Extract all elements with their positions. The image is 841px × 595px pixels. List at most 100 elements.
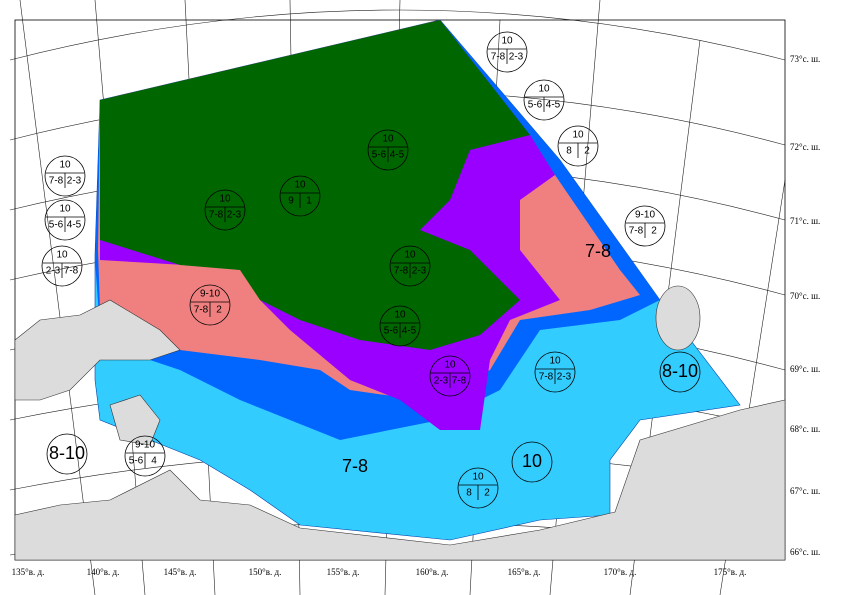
- egg-circle: [624, 205, 666, 247]
- latitude-label: 67°с. ш.: [790, 486, 820, 496]
- egg-total: 10: [219, 194, 231, 205]
- egg-circle: [204, 189, 246, 231]
- region-circle: [46, 433, 88, 475]
- egg-code: 10 7-8 2-3: [486, 31, 528, 73]
- egg-right: 1: [306, 196, 312, 207]
- egg-code: 109 1: [279, 175, 321, 217]
- egg-total: 10: [59, 160, 71, 171]
- egg-left: 9: [288, 196, 294, 207]
- egg-left: 7-8: [539, 372, 554, 383]
- region-label: 10: [522, 451, 542, 471]
- egg-circle: [189, 284, 231, 326]
- egg-total: 10: [538, 84, 550, 95]
- egg-code: 10 2-3 7-8: [429, 355, 471, 397]
- egg-right: 2: [584, 146, 590, 157]
- egg-circle: [367, 129, 409, 171]
- egg-code: 10 5-6 4-5: [523, 79, 565, 121]
- ice-zones: [94, 19, 741, 541]
- egg-total: 10: [444, 360, 456, 371]
- egg-total: 9-10: [135, 440, 155, 451]
- region-labels: 7-8 8-10 8-10 7-8 10: [46, 241, 701, 483]
- longitude-label: 145°в. д.: [164, 567, 197, 577]
- egg-left: 7-8: [209, 210, 224, 221]
- region-circle: [511, 441, 553, 483]
- latitude-labels: 73°с. ш. 72°с. ш. 71°с. ш. 70°с. ш. 69°с. ш.…: [790, 54, 820, 557]
- egg-total: 10: [501, 36, 513, 47]
- egg-circle: [389, 245, 431, 287]
- region-circle: [659, 351, 701, 393]
- egg-right: 7-8: [452, 376, 467, 387]
- egg-left: 5-6: [372, 150, 387, 161]
- egg-code: 10 5-6 4-5: [379, 305, 421, 347]
- longitude-label: 160°в. д.: [416, 567, 449, 577]
- egg-total: 10: [382, 134, 394, 145]
- egg-circle: [534, 351, 576, 393]
- egg-circle: [523, 79, 565, 121]
- egg-left: 5-6: [384, 326, 399, 337]
- egg-code: 10 7-8 2-3: [389, 245, 431, 287]
- longitude-label: 165°в. д.: [508, 567, 541, 577]
- egg-right: 4-5: [390, 150, 405, 161]
- latitude-label: 71°с. ш.: [790, 216, 820, 226]
- egg-code: 10 5-6 4-5: [367, 129, 409, 171]
- egg-right: 4-5: [67, 220, 82, 231]
- egg-left: 7-8: [629, 226, 644, 237]
- egg-right: 2-3: [509, 52, 524, 63]
- land: [14, 285, 786, 561]
- longitude-label: 140°в. д.: [87, 567, 120, 577]
- longitude-label: 150°в. д.: [249, 567, 282, 577]
- egg-code: 10 5-6 4-5: [44, 199, 86, 241]
- region-label: 8-10: [49, 443, 85, 463]
- egg-circle: [379, 305, 421, 347]
- egg-left: 2-3: [434, 376, 449, 387]
- egg-code: 10 7-8 2-3: [204, 189, 246, 231]
- egg-total: 10: [572, 130, 584, 141]
- egg-circle: [457, 467, 499, 509]
- egg-total: 10: [549, 356, 561, 367]
- egg-right: 2-3: [412, 266, 427, 277]
- egg-total: 10: [472, 472, 484, 483]
- egg-circle: [44, 199, 86, 241]
- egg-left: 5-6: [129, 456, 144, 467]
- egg-circle: [124, 435, 166, 477]
- region-label: 7-8: [585, 241, 611, 261]
- egg-circle: [486, 31, 528, 73]
- egg-right: 2-3: [67, 176, 82, 187]
- egg-left: 8: [566, 146, 572, 157]
- egg-right: 4: [151, 456, 157, 467]
- latitude-label: 66°с. ш.: [790, 547, 820, 557]
- egg-code: 9-10 7-8 2: [189, 284, 231, 326]
- egg-circle: [41, 245, 83, 287]
- egg-right: 7-8: [64, 266, 79, 277]
- egg-left: 5-6: [49, 220, 64, 231]
- zone-green: [100, 20, 530, 350]
- egg-right: 2: [484, 488, 490, 499]
- egg-code: 10 7-8 2-3: [44, 155, 86, 197]
- egg-total: 10: [404, 250, 416, 261]
- egg-total: 10: [294, 180, 306, 191]
- latitude-label: 72°с. ш.: [790, 142, 820, 152]
- egg-circle: [557, 125, 599, 167]
- latitude-label: 73°с. ш.: [790, 54, 820, 64]
- latitude-label: 69°с. ш.: [790, 364, 820, 374]
- egg-code: 9-10 5-6 4: [124, 435, 166, 477]
- egg-right: 2-3: [557, 372, 572, 383]
- egg-circle: [44, 155, 86, 197]
- egg-circle: [429, 355, 471, 397]
- egg-right: 2-3: [227, 210, 242, 221]
- egg-code: 10 2-3 7-8: [41, 245, 83, 287]
- egg-total: 10: [56, 250, 68, 261]
- egg-left: 7-8: [491, 52, 506, 63]
- egg-code: 9-10 7-8 2: [624, 205, 666, 247]
- latitude-label: 70°с. ш.: [790, 291, 820, 301]
- egg-code: 108 2: [457, 467, 499, 509]
- longitude-labels: 135°в. д. 140°в. д. 145°в. д. 150°в. д. 155°…: [12, 567, 747, 577]
- egg-total: 9-10: [200, 289, 220, 300]
- egg-right: 2: [216, 305, 222, 316]
- longitude-label: 175°в. д.: [714, 567, 747, 577]
- egg-total: 10: [394, 310, 406, 321]
- egg-left: 7-8: [49, 176, 64, 187]
- egg-code: 10 7-8 2-3: [534, 351, 576, 393]
